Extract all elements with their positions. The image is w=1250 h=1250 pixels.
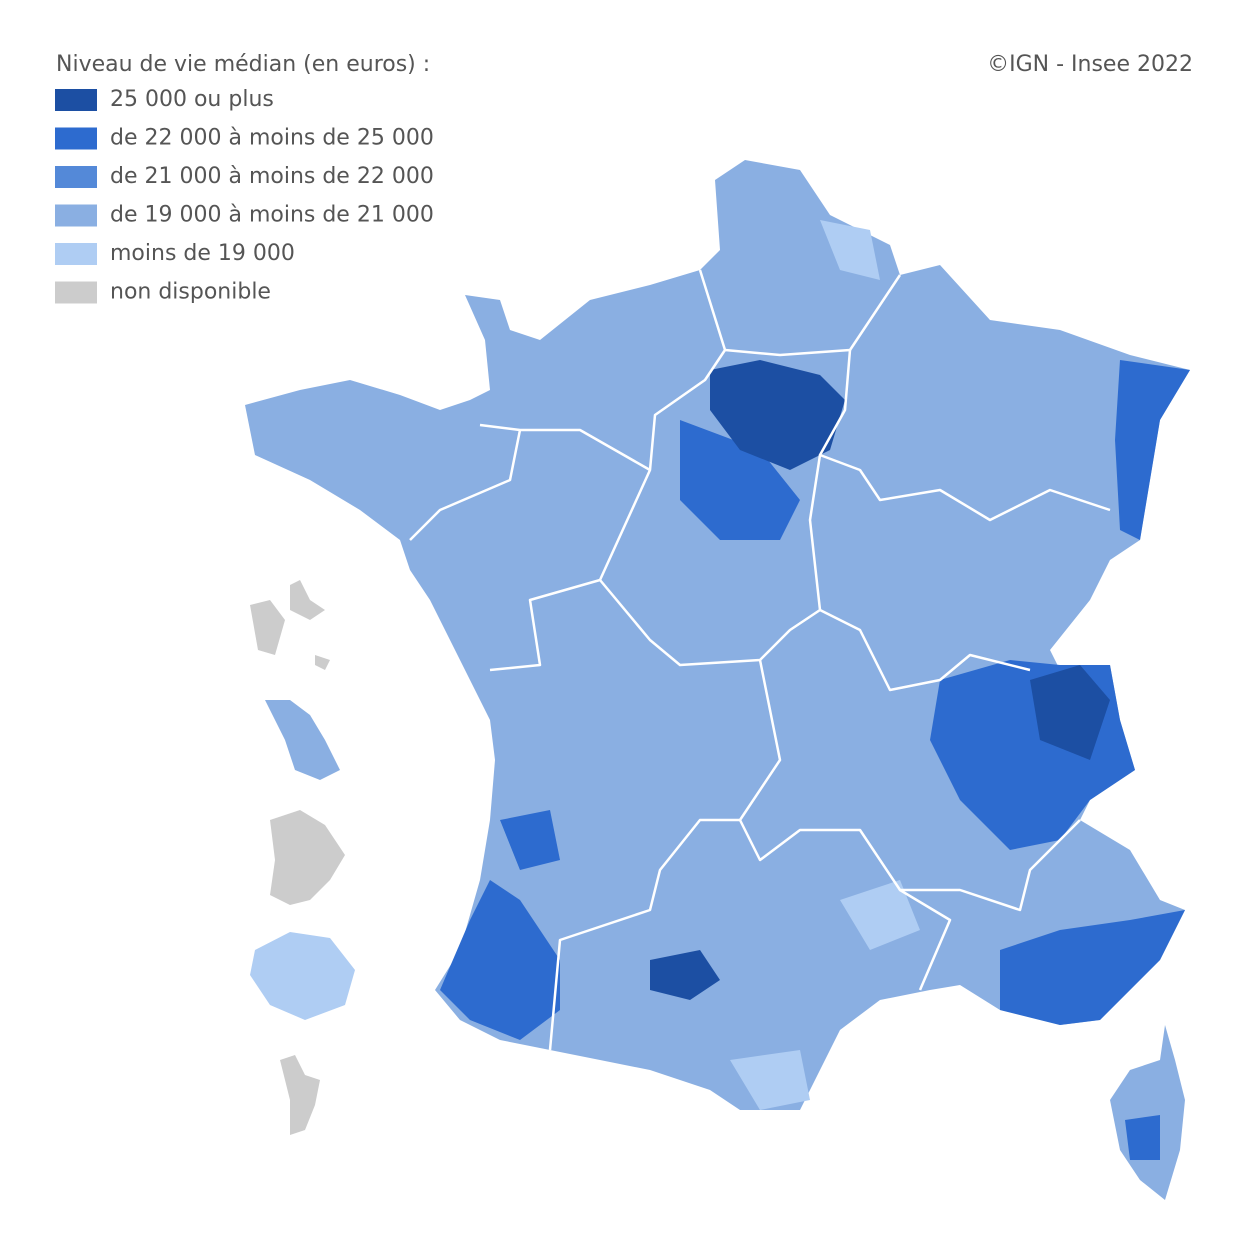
region-border (818, 349, 1111, 522)
legend-label: de 21 000 à moins de 22 000 (110, 164, 434, 189)
legend-title: Niveau de vie médian (en euros) : (56, 52, 430, 77)
area-low (840, 880, 920, 950)
legend-label: non disponible (110, 280, 271, 305)
legend-swatch (55, 204, 97, 227)
legend-label: de 22 000 à moins de 25 000 (110, 126, 434, 151)
corsica (1110, 1025, 1185, 1200)
area-high (1000, 910, 1185, 1025)
area-low (820, 220, 880, 280)
legend-label: 25 000 ou plus (110, 87, 274, 112)
legend-swatch (55, 243, 97, 265)
area-low (730, 1050, 810, 1110)
legend: Niveau de vie médian (en euros) : 25 000… (55, 52, 434, 305)
area-top (1030, 665, 1110, 760)
mainland (245, 160, 1190, 1200)
area-high (1115, 360, 1190, 540)
overseas (250, 580, 355, 1135)
region-border (899, 888, 952, 991)
region-border (409, 429, 522, 541)
region-border (819, 608, 1031, 692)
area-top (650, 950, 720, 1000)
area-high (500, 810, 560, 870)
mayotte (280, 1055, 320, 1135)
martinique (265, 700, 340, 780)
area-top (710, 360, 845, 470)
area-high (440, 880, 560, 1040)
corsica-area (1125, 1115, 1160, 1160)
region-border (479, 423, 651, 472)
legend-swatch (55, 89, 97, 111)
legend-label: moins de 19 000 (110, 241, 295, 266)
region-border (548, 659, 782, 1051)
legend-swatch (55, 127, 97, 150)
credit: ©IGN - Insee 2022 (987, 52, 1193, 77)
guadeloupe (250, 580, 330, 670)
legend-label: de 19 000 à moins de 21 000 (110, 203, 434, 228)
legend-swatch (55, 281, 97, 304)
area-high (680, 420, 800, 540)
reunion (250, 932, 355, 1020)
france-mainland (245, 160, 1190, 1110)
legend-swatch (55, 166, 97, 188)
region-border (599, 454, 822, 667)
guyane (270, 810, 345, 905)
